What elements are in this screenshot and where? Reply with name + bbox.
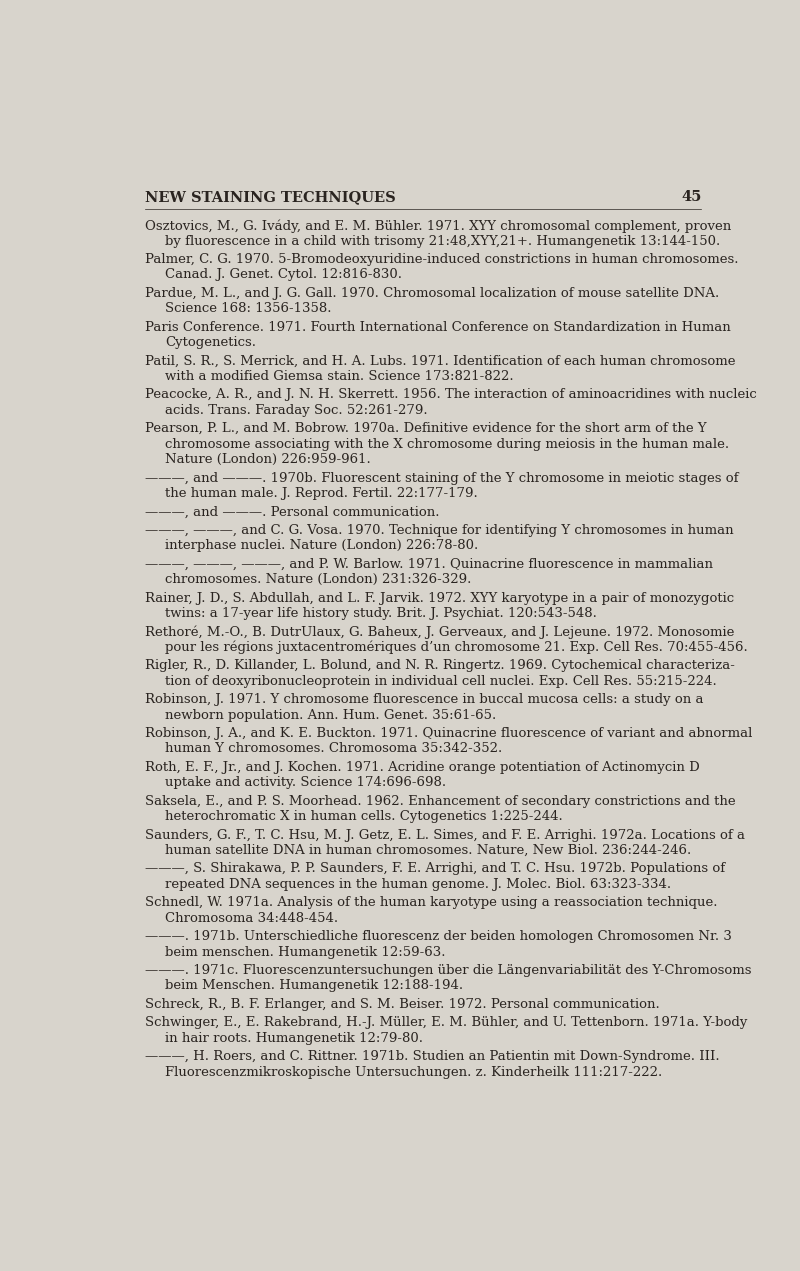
Text: Rainer, J. D., S. Abdullah, and L. F. Jarvik. 1972. XYY karyotype in a pair of m: Rainer, J. D., S. Abdullah, and L. F. Ja… [145,591,734,605]
Text: Robinson, J. A., and K. E. Buckton. 1971. Quinacrine fluorescence of variant and: Robinson, J. A., and K. E. Buckton. 1971… [145,727,752,740]
Text: Peacocke, A. R., and J. N. H. Skerrett. 1956. The interaction of aminoacridines : Peacocke, A. R., and J. N. H. Skerrett. … [145,389,756,402]
Text: chromosome associating with the X chromosome during meiosis in the human male.: chromosome associating with the X chromo… [165,437,730,451]
Text: Saksela, E., and P. S. Moorhead. 1962. Enhancement of secondary constrictions an: Saksela, E., and P. S. Moorhead. 1962. E… [145,794,735,808]
Text: with a modified Giemsa stain. Science 173:821-822.: with a modified Giemsa stain. Science 17… [165,370,514,383]
Text: Rigler, R., D. Killander, L. Bolund, and N. R. Ringertz. 1969. Cytochemical char: Rigler, R., D. Killander, L. Bolund, and… [145,660,734,672]
Text: ———. 1971b. Unterschiedliche fluorescenz der beiden homologen Chromosomen Nr. 3: ———. 1971b. Unterschiedliche fluorescenz… [145,930,731,943]
Text: Fluorescenzmikroskopische Untersuchungen. z. Kinderheilk 111:217-222.: Fluorescenzmikroskopische Untersuchungen… [165,1065,662,1079]
Text: beim menschen. Humangenetik 12:59-63.: beim menschen. Humangenetik 12:59-63. [165,946,446,958]
Text: pour les régions juxtacentromériques d’un chromosome 21. Exp. Cell Res. 70:455-4: pour les régions juxtacentromériques d’u… [165,641,748,655]
Text: by fluorescence in a child with trisomy 21:48,XYY,21+. Humangenetik 13:144-150.: by fluorescence in a child with trisomy … [165,235,720,248]
Text: acids. Trans. Faraday Soc. 52:261-279.: acids. Trans. Faraday Soc. 52:261-279. [165,404,428,417]
Text: NEW STAINING TECHNIQUES: NEW STAINING TECHNIQUES [145,189,395,203]
Text: ———, H. Roers, and C. Rittner. 1971b. Studien an Patientin mit Down-Syndrome. II: ———, H. Roers, and C. Rittner. 1971b. St… [145,1050,719,1063]
Text: 45: 45 [681,189,702,203]
Text: Nature (London) 226:959-961.: Nature (London) 226:959-961. [165,454,371,466]
Text: Pearson, P. L., and M. Bobrow. 1970a. Definitive evidence for the short arm of t: Pearson, P. L., and M. Bobrow. 1970a. De… [145,422,706,435]
Text: Canad. J. Genet. Cytol. 12:816-830.: Canad. J. Genet. Cytol. 12:816-830. [165,268,402,281]
Text: Paris Conference. 1971. Fourth International Conference on Standardization in Hu: Paris Conference. 1971. Fourth Internati… [145,320,730,334]
Text: Schwinger, E., E. Rakebrand, H.-J. Müller, E. M. Bühler, and U. Tettenborn. 1971: Schwinger, E., E. Rakebrand, H.-J. Mülle… [145,1017,747,1030]
Text: Pardue, M. L., and J. G. Gall. 1970. Chromosomal localization of mouse satellite: Pardue, M. L., and J. G. Gall. 1970. Chr… [145,287,719,300]
Text: beim Menschen. Humangenetik 12:188-194.: beim Menschen. Humangenetik 12:188-194. [165,980,463,993]
Text: Science 168: 1356-1358.: Science 168: 1356-1358. [165,302,332,315]
Text: ———, and ———. Personal communication.: ———, and ———. Personal communication. [145,506,439,519]
Text: interphase nuclei. Nature (London) 226:78-80.: interphase nuclei. Nature (London) 226:7… [165,539,478,553]
Text: Saunders, G. F., T. C. Hsu, M. J. Getz, E. L. Simes, and F. E. Arrighi. 1972a. L: Saunders, G. F., T. C. Hsu, M. J. Getz, … [145,829,745,841]
Text: Rethoré, M.-O., B. DutrUlaux, G. Baheux, J. Gerveaux, and J. Lejeune. 1972. Mono: Rethoré, M.-O., B. DutrUlaux, G. Baheux,… [145,625,734,639]
Text: ———, ———, and C. G. Vosa. 1970. Technique for identifying Y chromosomes in human: ———, ———, and C. G. Vosa. 1970. Techniqu… [145,524,734,536]
Text: Schreck, R., B. F. Erlanger, and S. M. Beiser. 1972. Personal communication.: Schreck, R., B. F. Erlanger, and S. M. B… [145,998,659,1010]
Text: Chromosoma 34:448-454.: Chromosoma 34:448-454. [165,911,338,925]
Text: Schnedl, W. 1971a. Analysis of the human karyotype using a reassociation techniq: Schnedl, W. 1971a. Analysis of the human… [145,896,717,909]
Text: Robinson, J. 1971. Y chromosome fluorescence in buccal mucosa cells: a study on : Robinson, J. 1971. Y chromosome fluoresc… [145,693,703,707]
Text: ———, ———, ———, and P. W. Barlow. 1971. Quinacrine fluorescence in mammalian: ———, ———, ———, and P. W. Barlow. 1971. Q… [145,558,713,571]
Text: repeated DNA sequences in the human genome. J. Molec. Biol. 63:323-334.: repeated DNA sequences in the human geno… [165,878,671,891]
Text: twins: a 17-year life history study. Brit. J. Psychiat. 120:543-548.: twins: a 17-year life history study. Bri… [165,608,597,620]
Text: Cytogenetics.: Cytogenetics. [165,336,256,350]
Text: Patil, S. R., S. Merrick, and H. A. Lubs. 1971. Identification of each human chr: Patil, S. R., S. Merrick, and H. A. Lubs… [145,355,735,367]
Text: heterochromatic X in human cells. Cytogenetics 1:225-244.: heterochromatic X in human cells. Cytoge… [165,810,563,824]
Text: Roth, E. F., Jr., and J. Kochen. 1971. Acridine orange potentiation of Actinomyc: Roth, E. F., Jr., and J. Kochen. 1971. A… [145,761,699,774]
Text: human Y chromosomes. Chromosoma 35:342-352.: human Y chromosomes. Chromosoma 35:342-3… [165,742,502,755]
Text: ———. 1971c. Fluorescenzuntersuchungen über die Längenvariabilität des Y-Chromoso: ———. 1971c. Fluorescenzuntersuchungen üb… [145,963,751,977]
Text: Osztovics, M., G. Ivády, and E. M. Bühler. 1971. XYY chromosomal complement, pro: Osztovics, M., G. Ivády, and E. M. Bühle… [145,219,731,233]
Text: chromosomes. Nature (London) 231:326-329.: chromosomes. Nature (London) 231:326-329… [165,573,471,586]
Text: newborn population. Ann. Hum. Genet. 35:61-65.: newborn population. Ann. Hum. Genet. 35:… [165,709,496,722]
Text: the human male. J. Reprod. Fertil. 22:177-179.: the human male. J. Reprod. Fertil. 22:17… [165,487,478,500]
Text: Palmer, C. G. 1970. 5-Bromodeoxyuridine-induced constrictions in human chromosom: Palmer, C. G. 1970. 5-Bromodeoxyuridine-… [145,253,738,266]
Text: in hair roots. Humangenetik 12:79-80.: in hair roots. Humangenetik 12:79-80. [165,1032,423,1045]
Text: ———, and ———. 1970b. Fluorescent staining of the Y chromosome in meiotic stages : ———, and ———. 1970b. Fluorescent stainin… [145,472,738,484]
Text: tion of deoxyribonucleoprotein in individual cell nuclei. Exp. Cell Res. 55:215-: tion of deoxyribonucleoprotein in indivi… [165,675,717,688]
Text: ———, S. Shirakawa, P. P. Saunders, F. E. Arrighi, and T. C. Hsu. 1972b. Populati: ———, S. Shirakawa, P. P. Saunders, F. E.… [145,863,725,876]
Text: human satellite DNA in human chromosomes. Nature, New Biol. 236:244-246.: human satellite DNA in human chromosomes… [165,844,691,857]
Text: uptake and activity. Science 174:696-698.: uptake and activity. Science 174:696-698… [165,777,446,789]
